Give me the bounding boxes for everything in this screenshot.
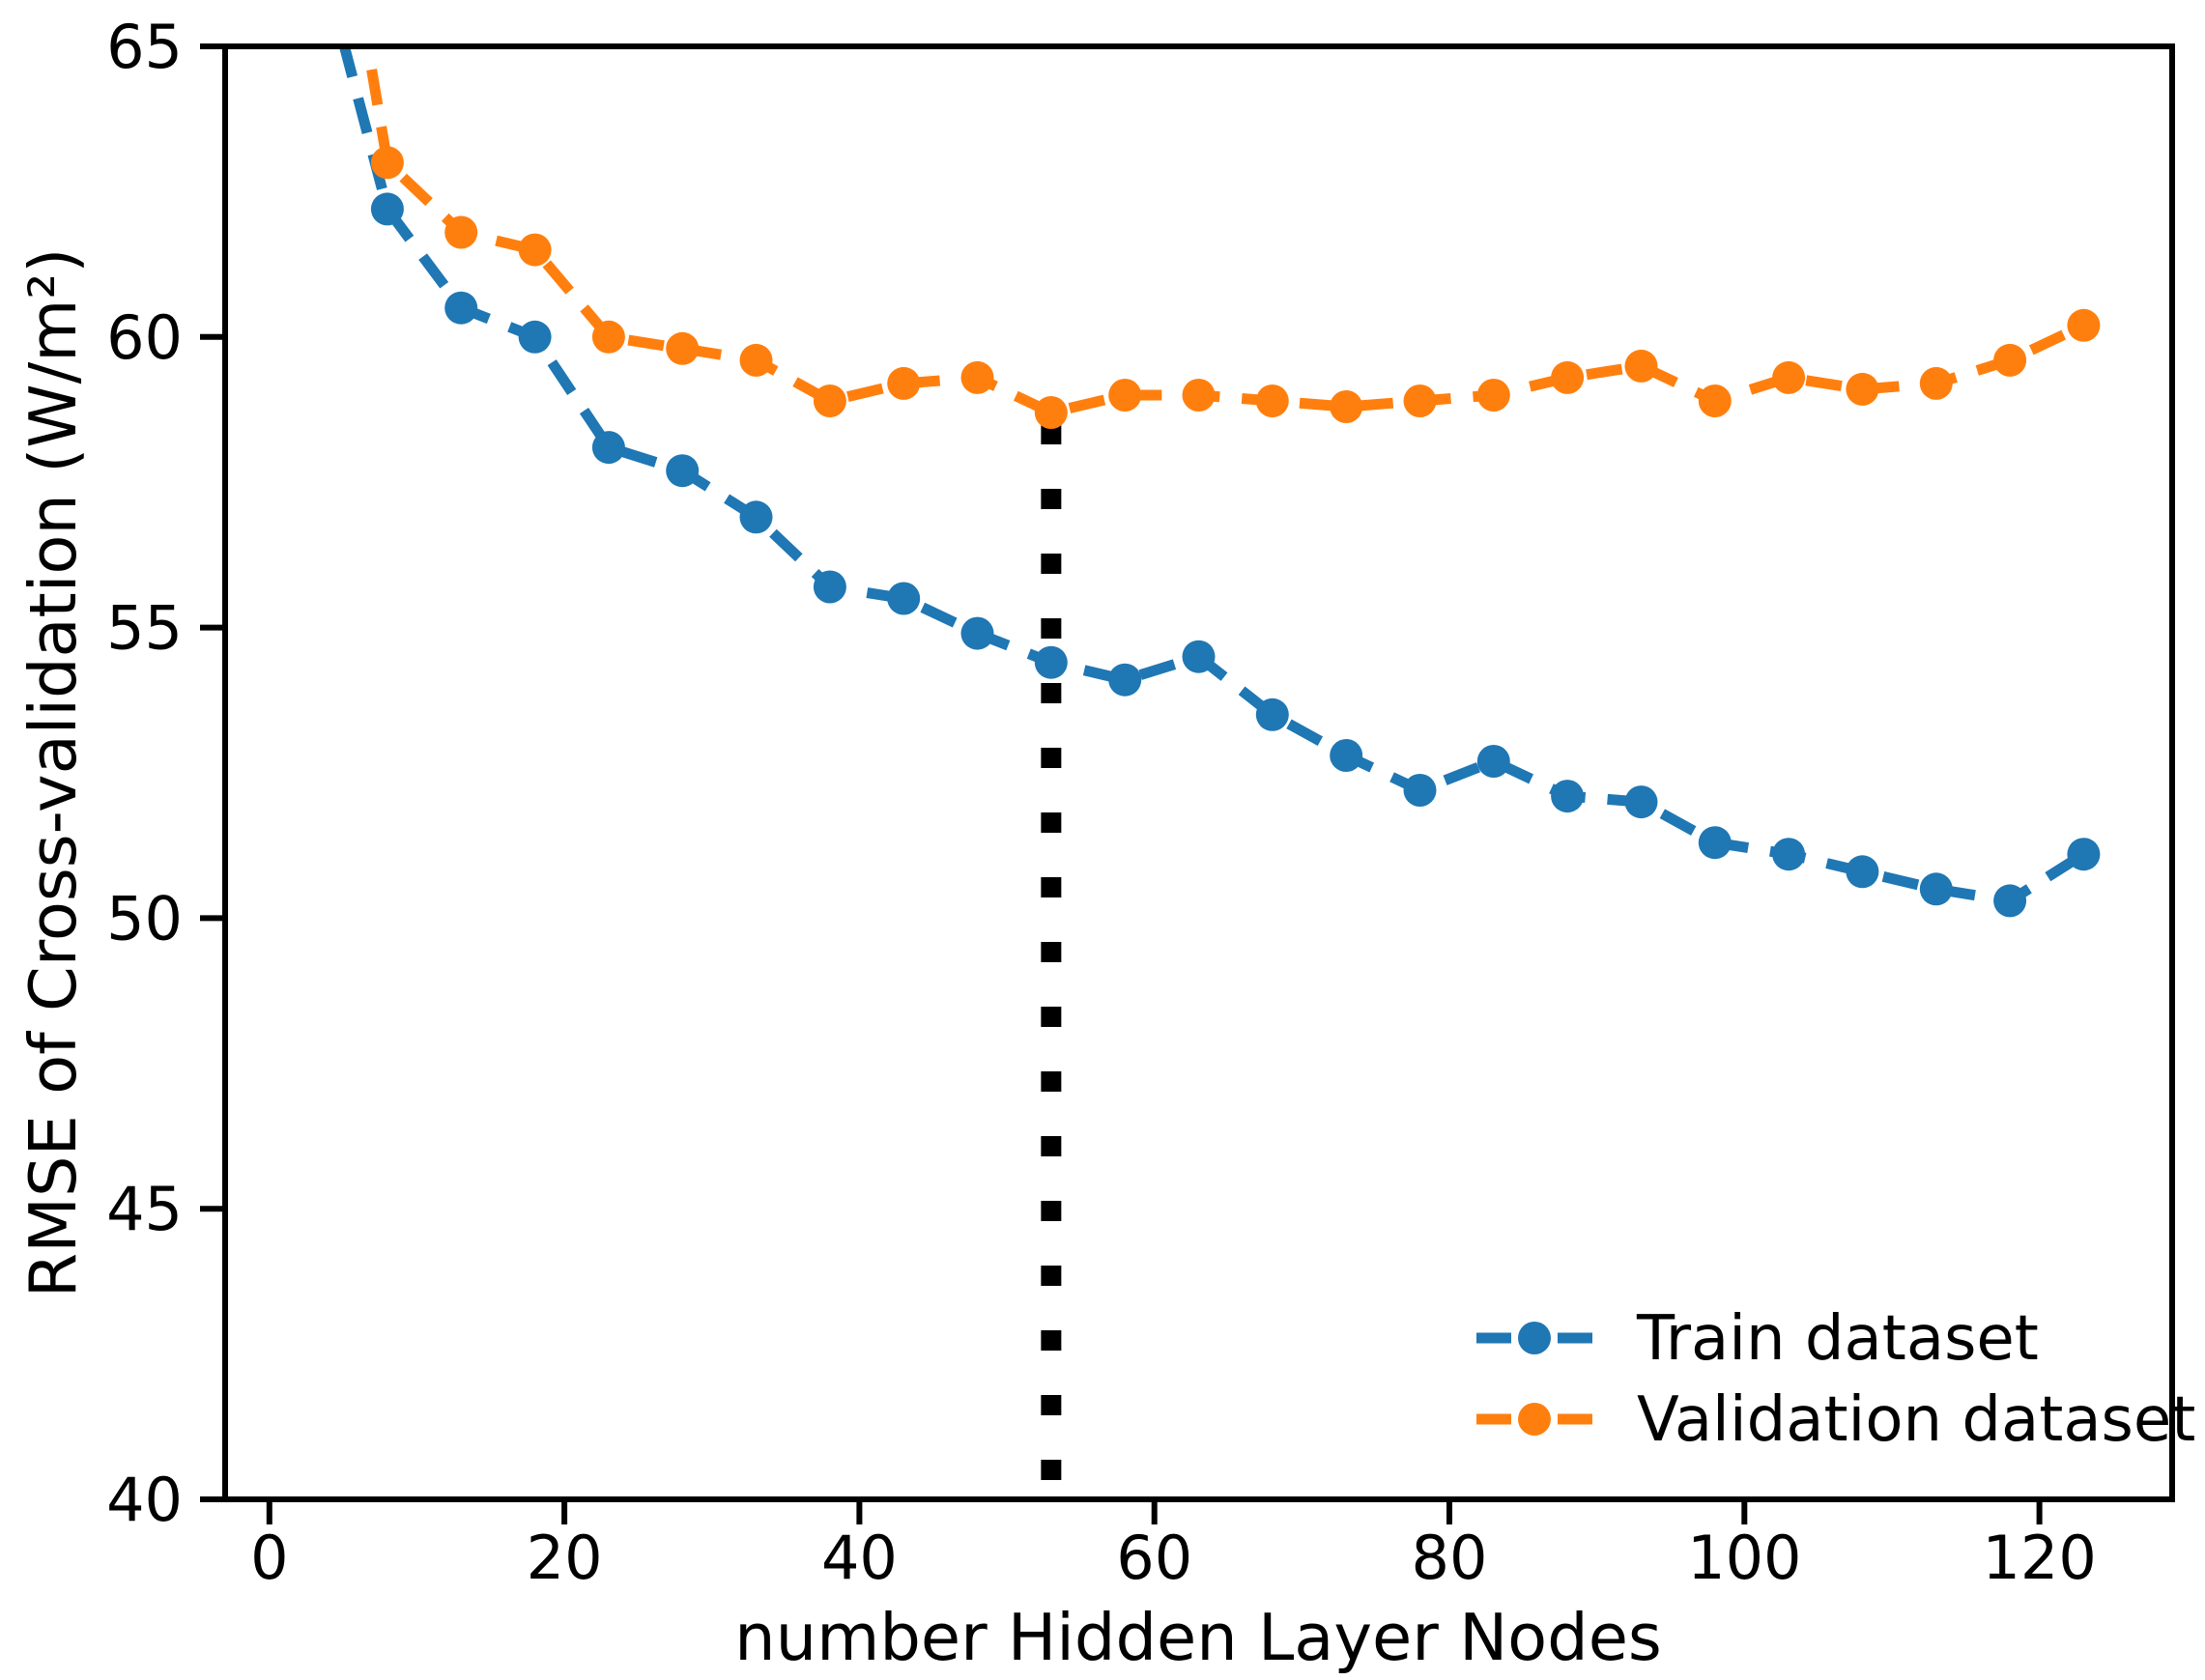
x-tick-label: 80 <box>1412 1523 1488 1593</box>
train-data-point <box>887 582 921 615</box>
train-data-point <box>813 570 846 604</box>
validation-data-point <box>1624 349 1658 383</box>
train-data-point <box>1034 645 1068 679</box>
train-data-point <box>2067 838 2101 871</box>
train-legend-label: Train dataset <box>1636 1303 2039 1375</box>
validation-data-point <box>1993 343 2027 377</box>
x-axis-label: number Hidden Layer Nodes <box>734 1600 1662 1675</box>
train-data-point <box>1698 826 1732 860</box>
train-data-point <box>591 431 625 465</box>
train-data-point <box>444 291 478 325</box>
validation-data-point <box>1108 379 1142 412</box>
validation-data-point <box>1919 366 1953 400</box>
train-data-point <box>1403 774 1437 807</box>
validation-data-point <box>1182 379 1216 412</box>
validation-data-point <box>518 233 552 267</box>
x-tick-label: 120 <box>1982 1523 2096 1593</box>
validation-legend-marker-icon <box>1518 1403 1551 1436</box>
validation-data-point <box>813 384 846 417</box>
validation-data-point <box>1551 360 1585 394</box>
y-axis-label: RMSE of Cross-validation (W/m²) <box>15 248 91 1298</box>
legend-entry-train: Train dataset <box>1476 1303 2039 1375</box>
x-tick-label: 20 <box>527 1523 603 1593</box>
validation-data-point <box>960 360 994 394</box>
validation-data-point <box>1034 396 1068 429</box>
y-tick-label: 50 <box>106 883 183 954</box>
train-data-point <box>1551 780 1585 813</box>
train-data-point <box>1255 698 1289 731</box>
validation-data-point <box>2067 308 2101 342</box>
train-legend-marker-icon <box>1518 1322 1551 1354</box>
validation-data-point <box>1772 360 1806 394</box>
train-data-point <box>1624 785 1658 819</box>
train-data-point <box>1182 640 1216 673</box>
y-tick-label: 55 <box>106 593 183 664</box>
validation-data-point <box>666 331 700 365</box>
x-tick-label: 60 <box>1116 1523 1192 1593</box>
y-tick-label: 65 <box>106 12 183 82</box>
x-tick-label: 100 <box>1687 1523 1801 1593</box>
y-tick-label: 40 <box>106 1465 183 1535</box>
train-data-point <box>1330 739 1363 772</box>
train-data-point <box>666 454 700 488</box>
validation-series-line <box>361 46 2086 418</box>
validation-data-point <box>1476 379 1510 412</box>
validation-data-point <box>1698 384 1732 417</box>
validation-data-point <box>1846 372 1879 406</box>
train-series-line <box>338 46 2087 906</box>
validation-data-point <box>444 215 478 249</box>
validation-data-point <box>887 366 921 400</box>
train-data-point <box>739 500 773 534</box>
train-data-point <box>1993 884 2027 918</box>
train-data-point <box>1919 872 1953 906</box>
train-data-point <box>960 616 994 650</box>
legend-entry-validation: Validation dataset <box>1476 1384 2195 1456</box>
validation-data-point <box>370 146 404 180</box>
train-data-point <box>1108 663 1142 697</box>
x-tick-label: 0 <box>250 1523 288 1593</box>
legend: Train dataset Validation dataset <box>1476 1303 2195 1456</box>
validation-data-point <box>1255 384 1289 417</box>
train-data-point <box>1476 745 1510 778</box>
train-data-point <box>518 320 552 354</box>
validation-data-point <box>1330 390 1363 423</box>
x-tick-label: 40 <box>821 1523 898 1593</box>
validation-data-point <box>739 343 773 377</box>
train-data-point <box>1846 855 1879 889</box>
train-data-point <box>1772 838 1806 871</box>
y-tick-label: 45 <box>106 1174 183 1244</box>
plot-spines <box>222 43 2175 1502</box>
validation-data-point <box>1403 384 1437 417</box>
validation-data-point <box>591 320 625 354</box>
y-tick-label: 60 <box>106 302 183 373</box>
validation-legend-label: Validation dataset <box>1637 1384 2195 1456</box>
plot-area: 0 20 40 60 80 100 120 40 45 50 55 60 65 <box>106 12 2175 1593</box>
train-data-point <box>370 192 404 226</box>
